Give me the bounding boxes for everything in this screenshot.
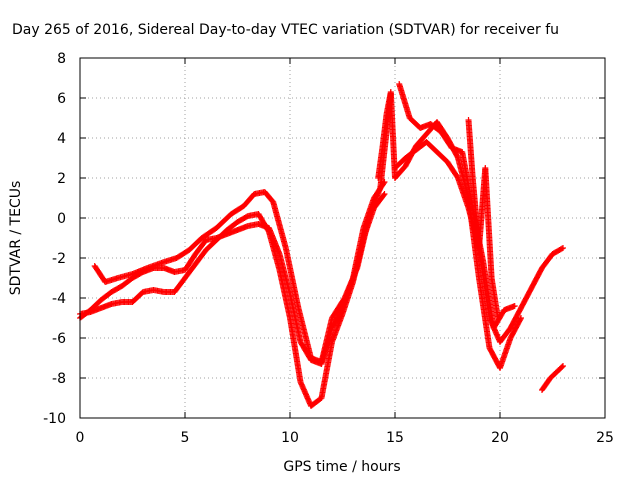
y-tick-label: 6 xyxy=(57,91,66,107)
data-point xyxy=(381,191,388,197)
y-tick-label: -8 xyxy=(52,371,66,387)
y-tick-label: -2 xyxy=(52,251,66,267)
x-tick-label: 25 xyxy=(596,430,614,446)
grid xyxy=(80,58,605,418)
x-tick-label: 0 xyxy=(76,430,85,446)
data-point xyxy=(560,363,566,369)
x-tick-label: 10 xyxy=(281,430,299,446)
x-tick-label: 20 xyxy=(491,430,509,446)
chart-title: Day 265 of 2016, Sidereal Day-to-day VTE… xyxy=(12,22,559,38)
axis-ticks: 0 5 10 15 20 25 -10 -8 -6 -4 -2 0 2 4 6 8 xyxy=(43,51,614,446)
plot-frame xyxy=(79,57,606,419)
data-point xyxy=(517,316,524,323)
data-point xyxy=(380,192,387,199)
x-tick-label: 5 xyxy=(181,430,190,446)
y-tick-label: 0 xyxy=(57,211,66,227)
y-tick-label: 2 xyxy=(57,171,66,187)
data-point xyxy=(560,245,566,251)
data-point xyxy=(558,245,565,252)
y-tick-label: -6 xyxy=(52,331,66,347)
y-tick-label: -4 xyxy=(52,291,66,307)
data-point xyxy=(518,315,524,321)
y-tick-label: -10 xyxy=(43,411,66,427)
x-tick-label: 15 xyxy=(386,430,404,446)
y-axis-label: SDTVAR / TECUs xyxy=(8,181,24,296)
y-tick-label: 4 xyxy=(57,131,66,147)
data-point xyxy=(559,363,566,370)
x-axis-label: GPS time / hours xyxy=(283,459,400,475)
data-point xyxy=(392,175,398,181)
data-point xyxy=(494,315,501,321)
data-series xyxy=(77,81,566,409)
data-point xyxy=(511,303,518,309)
y-tick-label: 8 xyxy=(57,51,66,67)
